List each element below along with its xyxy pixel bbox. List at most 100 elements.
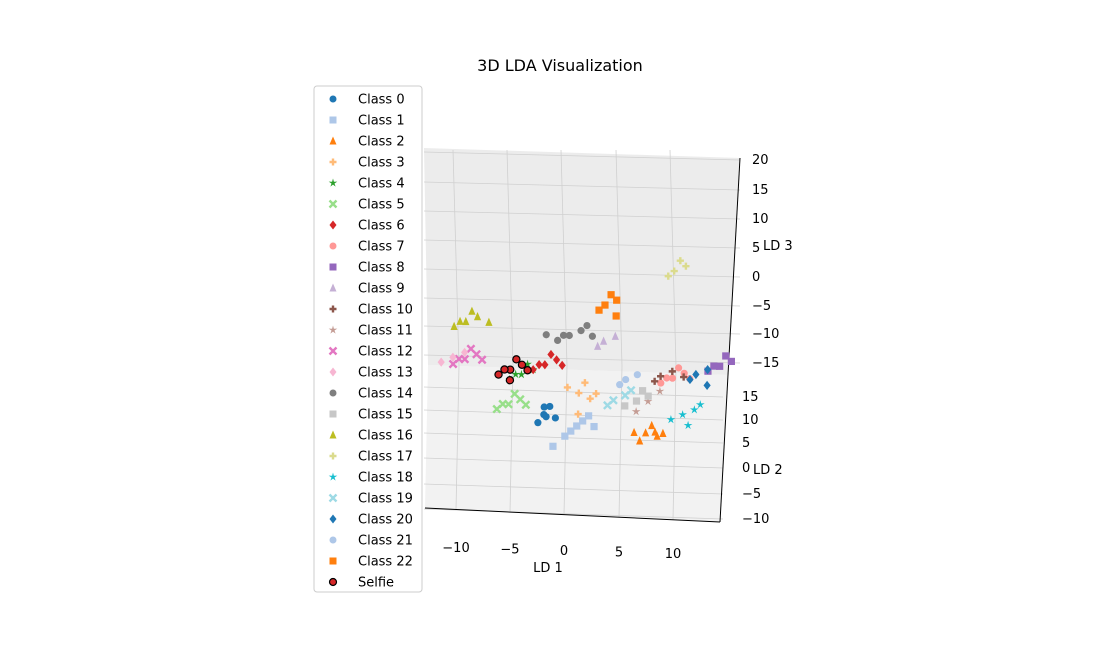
chart-title: 3D LDA Visualization	[477, 56, 643, 75]
legend-label: Class 1	[358, 114, 405, 129]
legend-marker	[329, 220, 337, 230]
legend-label: Class 8	[358, 261, 405, 276]
legend-label: Class 5	[358, 198, 405, 213]
data-point	[659, 428, 667, 437]
y-axis-label: LD 2	[753, 463, 783, 478]
floor-pane	[425, 365, 728, 522]
series-class-19	[603, 385, 636, 410]
legend-marker	[328, 493, 338, 503]
data-point	[542, 413, 550, 421]
data-point	[468, 306, 476, 315]
axis-lines	[424, 157, 741, 523]
data-point	[500, 365, 509, 374]
data-point	[680, 369, 688, 377]
data-point	[603, 400, 612, 410]
data-point	[450, 321, 458, 330]
data-point	[636, 436, 644, 445]
data-point	[549, 442, 557, 450]
data-point	[633, 371, 641, 379]
data-point	[653, 431, 661, 440]
x-axis-label: LD 1	[533, 561, 563, 576]
legend-marker	[328, 325, 338, 334]
z-gridline	[423, 210, 741, 220]
legend-marker	[328, 577, 338, 587]
z-gridline	[423, 239, 741, 249]
z-tick-label: 0	[752, 270, 760, 285]
data-point	[540, 403, 548, 411]
series-class-6	[529, 349, 566, 375]
data-point	[574, 410, 582, 418]
data-point	[594, 341, 602, 350]
data-point	[546, 402, 554, 411]
legend-label: Class 9	[358, 282, 405, 297]
series-class-22	[595, 291, 621, 320]
data-point	[521, 400, 531, 410]
data-point	[668, 374, 677, 382]
data-point	[517, 369, 526, 379]
series-class-1	[549, 412, 598, 450]
z-tick-label: 15	[752, 183, 769, 198]
data-point	[611, 331, 619, 340]
x-tick-label: 5	[615, 546, 623, 561]
y-gridline	[423, 483, 724, 495]
x-gridline-back	[615, 149, 623, 367]
data-point	[710, 362, 718, 370]
legend-label: Class 4	[358, 177, 405, 192]
data-point	[607, 291, 615, 299]
y-tick-label: 10	[742, 413, 759, 428]
data-point	[613, 296, 621, 304]
data-point	[583, 321, 591, 330]
data-point	[586, 395, 594, 403]
data-point	[535, 359, 543, 370]
legend-marker	[329, 536, 337, 544]
data-point	[692, 369, 700, 380]
data-point	[473, 312, 482, 321]
legend-label: Class 15	[358, 408, 413, 423]
data-point	[601, 301, 609, 309]
series-class-11	[631, 386, 665, 416]
data-point	[690, 405, 699, 414]
data-point	[622, 375, 630, 384]
legend-marker	[329, 389, 337, 397]
z-gridline	[423, 268, 741, 278]
legend-marker	[329, 367, 337, 377]
series-class-17	[664, 257, 690, 280]
x-gridline-back	[669, 149, 677, 367]
x-gridline	[672, 365, 677, 521]
data-point	[577, 327, 585, 335]
series-class-16	[450, 306, 493, 330]
data-point	[666, 415, 676, 424]
z-gridline	[423, 151, 741, 161]
x-tick-label: 0	[560, 544, 568, 559]
legend-marker	[329, 136, 337, 145]
y-gridline	[423, 432, 724, 444]
legend-label: Class 21	[358, 534, 413, 549]
legend-label: Class 22	[358, 555, 413, 570]
series-class-3	[563, 379, 600, 418]
legend-frame	[313, 85, 423, 593]
series-class-2	[630, 420, 667, 445]
data-point	[585, 412, 593, 420]
x-tick-label: 10	[665, 547, 682, 562]
data-point	[683, 420, 693, 430]
y-tick-label: 0	[742, 461, 750, 476]
z-axis-line	[727, 157, 741, 376]
data-point	[599, 336, 608, 345]
series-class-0	[534, 402, 559, 427]
data-point	[449, 352, 457, 362]
legend-label: Class 6	[358, 219, 405, 234]
data-point	[511, 369, 521, 379]
data-point	[676, 257, 684, 265]
data-point	[567, 427, 575, 435]
data-point	[558, 360, 566, 370]
data-point	[588, 332, 597, 340]
data-point	[655, 386, 665, 395]
data-point	[590, 422, 598, 431]
x-tick-label: −5	[500, 543, 519, 558]
series-class-20	[686, 365, 712, 391]
legend-marker	[329, 242, 337, 250]
legend-marker	[328, 472, 338, 481]
legend-marker	[329, 305, 337, 313]
legend-marker	[328, 199, 338, 209]
data-point	[579, 417, 587, 425]
